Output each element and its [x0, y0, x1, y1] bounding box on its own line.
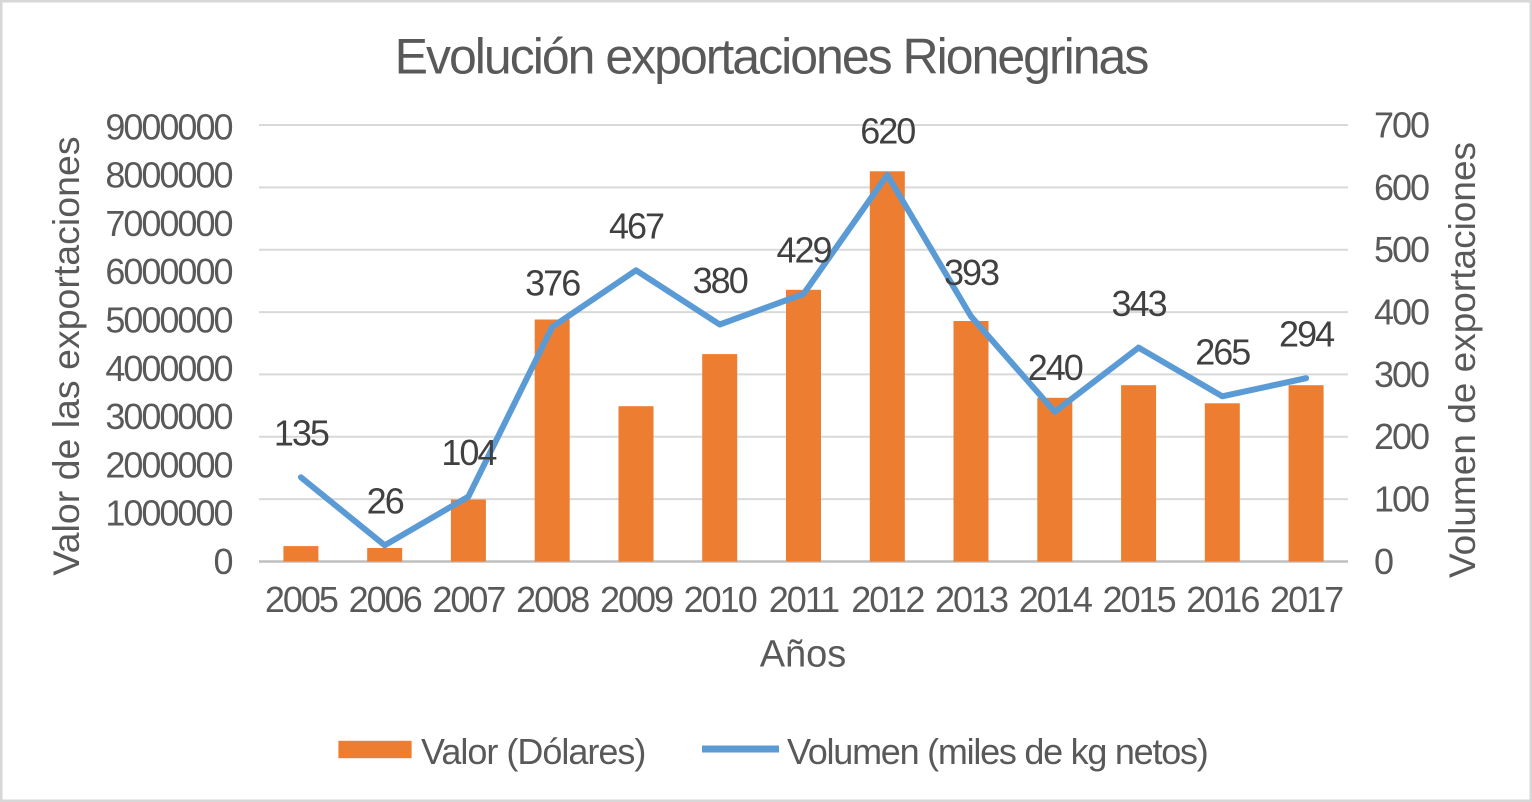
svg-text:3000000: 3000000 [105, 396, 232, 437]
svg-text:9000000: 9000000 [105, 106, 232, 147]
svg-text:Evolución exportaciones Rioneg: Evolución exportaciones Rionegrinas [395, 29, 1149, 85]
svg-text:Volumen (miles de kg netos): Volumen (miles de kg netos) [787, 731, 1207, 772]
svg-text:500: 500 [1374, 229, 1429, 270]
svg-text:343: 343 [1112, 283, 1167, 324]
svg-text:400: 400 [1374, 292, 1429, 333]
svg-text:429: 429 [776, 229, 831, 270]
svg-text:2010: 2010 [684, 579, 757, 620]
svg-text:8000000: 8000000 [105, 155, 232, 196]
svg-text:240: 240 [1028, 347, 1083, 388]
svg-text:300: 300 [1374, 354, 1429, 395]
svg-text:2006: 2006 [349, 579, 422, 620]
svg-text:1000000: 1000000 [105, 493, 232, 534]
svg-text:Volumen de exportaciones: Volumen de exportaciones [1442, 142, 1483, 578]
svg-text:0: 0 [1374, 541, 1393, 582]
svg-text:467: 467 [609, 206, 664, 247]
svg-text:26: 26 [367, 481, 404, 522]
svg-text:2016: 2016 [1186, 579, 1259, 620]
svg-text:5000000: 5000000 [105, 300, 232, 341]
svg-text:393: 393 [944, 252, 999, 293]
svg-text:600: 600 [1374, 167, 1429, 208]
svg-text:Valor de las exportaciones: Valor de las exportaciones [45, 136, 87, 575]
svg-text:2007: 2007 [432, 579, 505, 620]
svg-text:700: 700 [1374, 104, 1429, 145]
svg-text:2009: 2009 [600, 579, 673, 620]
svg-text:2015: 2015 [1103, 579, 1176, 620]
svg-text:294: 294 [1279, 314, 1334, 355]
svg-text:Años: Años [760, 634, 847, 676]
svg-text:2011: 2011 [769, 579, 839, 620]
svg-text:0: 0 [213, 541, 232, 582]
svg-text:620: 620 [860, 110, 915, 151]
svg-text:4000000: 4000000 [105, 348, 232, 389]
svg-text:135: 135 [274, 413, 329, 454]
svg-text:Valor (Dólares): Valor (Dólares) [421, 731, 645, 772]
svg-text:380: 380 [693, 260, 748, 301]
svg-text:104: 104 [441, 432, 496, 473]
svg-text:2008: 2008 [516, 579, 589, 620]
svg-text:100: 100 [1374, 479, 1429, 520]
svg-text:2017: 2017 [1270, 579, 1343, 620]
svg-text:2012: 2012 [851, 579, 924, 620]
svg-text:2000000: 2000000 [105, 444, 232, 485]
svg-text:376: 376 [525, 262, 580, 303]
svg-text:265: 265 [1195, 332, 1250, 373]
svg-text:2014: 2014 [1019, 579, 1092, 620]
svg-text:200: 200 [1374, 416, 1429, 457]
svg-text:7000000: 7000000 [105, 203, 232, 244]
svg-text:6000000: 6000000 [105, 251, 232, 292]
svg-text:2013: 2013 [935, 579, 1008, 620]
svg-text:2005: 2005 [265, 579, 338, 620]
